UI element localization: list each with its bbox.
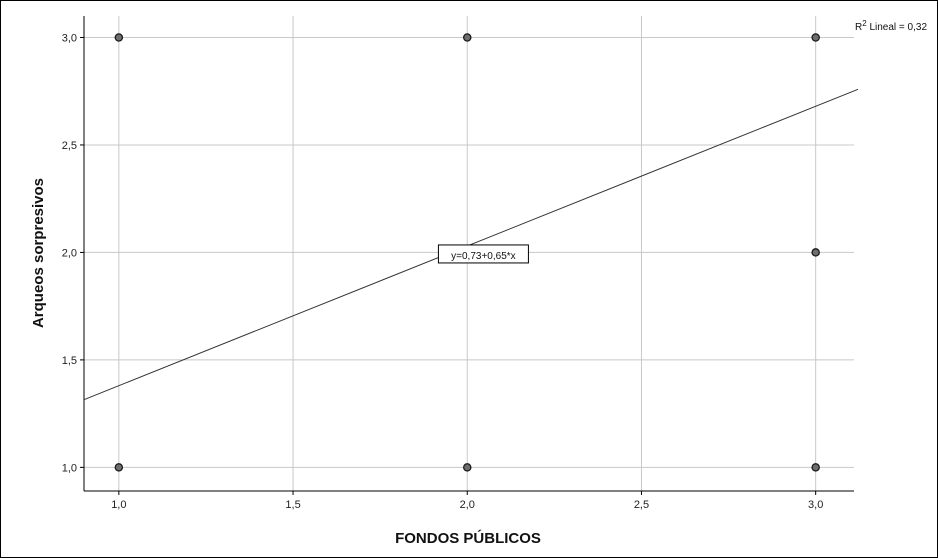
data-point (114, 33, 124, 42)
y-tick-label: 2,0 (62, 247, 77, 259)
axes (80, 16, 854, 495)
data-point (811, 463, 820, 472)
x-tick-label: 1,0 (111, 499, 126, 511)
x-tick-label: 2,0 (460, 499, 475, 511)
fit-line-group: y=0,73+0,65*x (83, 88, 859, 401)
y-tick-label: 3,0 (62, 32, 77, 44)
y-tick-label: 2,5 (62, 140, 77, 152)
tick-labels: 1,0 1,5 2,0 2,5 3,0 1,0 1,5 2,0 2,5 3,0 (62, 32, 824, 511)
fit-equation-label: y=0,73+0,65*x (451, 251, 516, 262)
fit-equation-box (437, 244, 529, 264)
data-points (114, 33, 820, 472)
y-tick-label: 1,0 (62, 462, 77, 474)
data-point (811, 33, 820, 42)
data-point (463, 33, 472, 42)
x-tick-label: 3,0 (808, 499, 823, 511)
x-tick-label: 2,5 (634, 499, 649, 511)
y-tick-label: 1,5 (62, 355, 77, 367)
data-point (114, 463, 124, 472)
x-axis-title: FONDOS PÚBLICOS (395, 529, 541, 547)
x-tick-label: 1,5 (285, 499, 300, 511)
y-axis-title: Arqueos sorpresivos (30, 178, 47, 328)
data-point (811, 248, 820, 257)
r2-label: R2 Lineal = 0,32 (855, 19, 927, 33)
data-point (463, 463, 472, 472)
